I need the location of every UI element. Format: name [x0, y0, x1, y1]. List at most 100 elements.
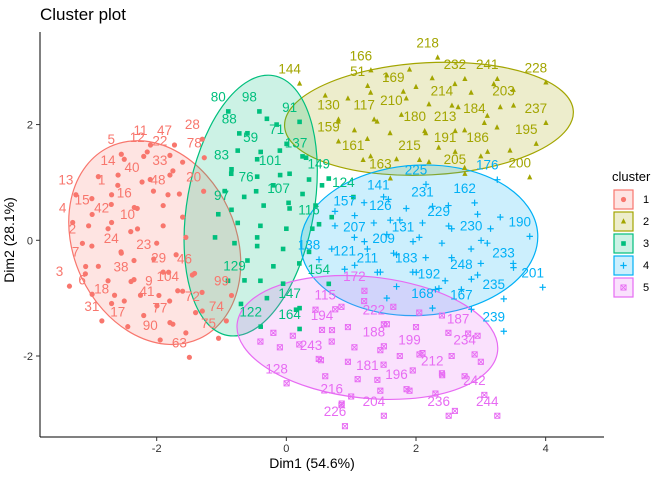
- point-label: 107: [267, 181, 290, 196]
- legend-marker-3: [621, 241, 626, 246]
- point-label: 235: [483, 277, 506, 292]
- cluster-4-point: [526, 233, 533, 240]
- cluster-1-point: [186, 354, 192, 360]
- point-label: 101: [259, 153, 282, 168]
- point-label: 88: [222, 111, 237, 126]
- cluster-5-point: [403, 386, 410, 393]
- cluster-1-point: [128, 278, 134, 285]
- cluster-2-point: [436, 144, 442, 150]
- cluster-2-point: [387, 130, 393, 136]
- cluster-4-point: [438, 239, 446, 247]
- cluster-1-point: [134, 226, 141, 232]
- point-label: 98: [242, 89, 257, 104]
- point-label: 18: [94, 282, 109, 297]
- point-label: 162: [453, 181, 476, 196]
- point-label: 241: [476, 57, 499, 72]
- cluster-1-point: [118, 151, 124, 157]
- cluster-2-point: [462, 170, 468, 176]
- point-label: 63: [172, 335, 187, 350]
- point-label: 168: [411, 286, 434, 301]
- point-label: 244: [476, 394, 499, 409]
- cluster-3-point: [306, 249, 312, 255]
- legend-marker-4: [620, 262, 627, 269]
- cluster-1-point: [115, 182, 121, 188]
- point-label: 83: [214, 147, 229, 162]
- cluster-3-point: [326, 176, 332, 181]
- cluster-2-point: [481, 119, 487, 125]
- cluster-3-point: [313, 203, 318, 208]
- point-label: 210: [380, 93, 403, 108]
- legend-marker-2: [620, 218, 627, 224]
- point-label: 131: [392, 220, 415, 235]
- point-label: 10: [120, 207, 135, 222]
- cluster-1-point: [175, 288, 181, 294]
- cluster-1-point: [121, 156, 127, 162]
- point-label: 11: [133, 123, 147, 138]
- cluster-1-point: [180, 159, 186, 165]
- point-label: 122: [239, 305, 262, 320]
- point-label: 147: [278, 286, 301, 301]
- point-label: 33: [152, 153, 167, 168]
- cluster-1-point: [108, 300, 115, 307]
- cluster-5-point: [257, 338, 264, 345]
- cluster-5-point: [448, 352, 455, 360]
- cluster-1-point: [79, 240, 86, 246]
- point-label: 243: [300, 338, 323, 353]
- cluster-1-point: [139, 179, 145, 185]
- cluster-3-point: [229, 207, 234, 213]
- cluster-1-point: [154, 303, 160, 309]
- point-label: 41: [139, 284, 154, 299]
- cluster-1-point: [228, 292, 235, 299]
- cluster-5-point: [351, 344, 358, 351]
- cluster-4-point: [341, 266, 348, 273]
- cluster-2-point: [387, 175, 393, 181]
- cluster-1-point: [160, 202, 166, 209]
- axes: [39, 32, 604, 438]
- x-axis-title: Dim1 (54.6%): [269, 455, 355, 471]
- point-label: 209: [372, 231, 395, 246]
- point-label: 211: [357, 250, 379, 265]
- point-label: 157: [333, 194, 356, 209]
- cluster-1-point: [167, 320, 173, 326]
- cluster-2-point: [510, 86, 516, 92]
- cluster-2-point: [393, 156, 400, 162]
- cluster-2-point: [510, 102, 517, 108]
- cluster-5-point: [289, 332, 296, 339]
- cluster-3-point: [215, 211, 221, 217]
- cluster-4-point: [383, 231, 391, 238]
- cluster-1-point: [166, 269, 172, 275]
- data-points: [66, 54, 549, 430]
- cluster-4-point: [432, 286, 439, 293]
- cluster-1-point: [199, 289, 205, 295]
- cluster-3-point: [236, 131, 242, 136]
- point-label: 115: [314, 287, 336, 302]
- cluster-3-point: [254, 243, 260, 249]
- chart-title: Cluster plot: [40, 5, 126, 24]
- cluster-1-point: [171, 142, 178, 148]
- cluster-4-point: [474, 271, 481, 279]
- y-tick-label: 0: [27, 235, 33, 247]
- cluster-2-point: [422, 127, 428, 134]
- cluster-2-point: [351, 127, 358, 133]
- point-label: 183: [395, 250, 418, 265]
- point-label: 228: [525, 61, 548, 76]
- cluster-1-point: [131, 257, 137, 264]
- cluster-2-point: [368, 153, 374, 159]
- cluster-2-point: [368, 89, 374, 95]
- cluster-4-point: [315, 256, 323, 263]
- cluster-4-point: [477, 237, 485, 244]
- cluster-2-point: [455, 104, 461, 110]
- point-label: 181: [356, 358, 379, 373]
- point-label: 149: [307, 157, 330, 172]
- cluster-1-point: [176, 191, 182, 197]
- point-label: 215: [398, 138, 421, 153]
- cluster-1-point: [201, 155, 207, 161]
- cluster-5-point: [481, 391, 488, 398]
- cluster-4-point: [360, 199, 368, 206]
- cluster-2-point: [384, 72, 390, 78]
- cluster-5-point: [380, 321, 387, 328]
- cluster-4-point: [331, 208, 339, 215]
- point-label: 3: [56, 264, 64, 279]
- cluster-2-point: [360, 156, 366, 163]
- cluster-2-point: [449, 102, 455, 108]
